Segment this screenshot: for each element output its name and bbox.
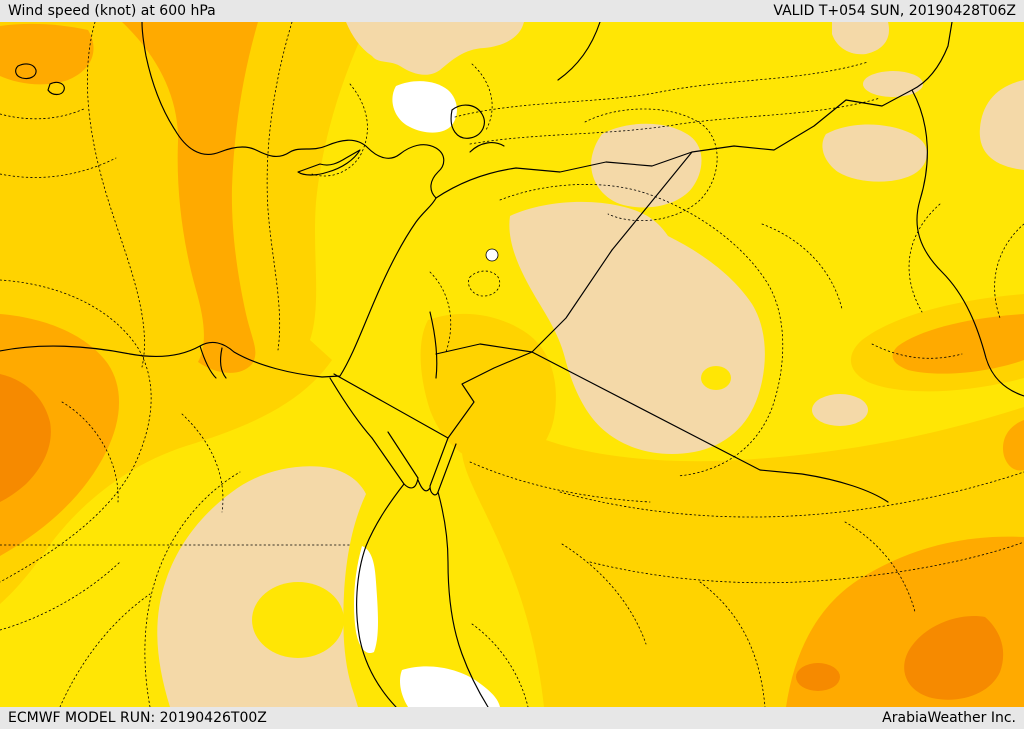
- footer-bar: ECMWF MODEL RUN: 20190426T00Z ArabiaWeat…: [0, 707, 1024, 729]
- band-orange-regions: [0, 22, 1024, 707]
- coastlines: [0, 22, 505, 707]
- contour-lines: [0, 22, 1024, 707]
- header-bar: Wind speed (knot) at 600 hPa VALID T+054…: [0, 0, 1024, 22]
- calm-white-regions: [354, 81, 500, 707]
- map-title: Wind speed (knot) at 600 hPa: [8, 3, 216, 19]
- valid-time: VALID T+054 SUN, 20190428T06Z: [773, 3, 1016, 19]
- country-borders: [333, 22, 1024, 503]
- wind-speed-map: [0, 22, 1024, 707]
- model-run-label: ECMWF MODEL RUN: 20190426T00Z: [8, 710, 267, 726]
- attribution-label: ArabiaWeather Inc.: [882, 710, 1016, 726]
- cyprus-island: [297, 149, 361, 176]
